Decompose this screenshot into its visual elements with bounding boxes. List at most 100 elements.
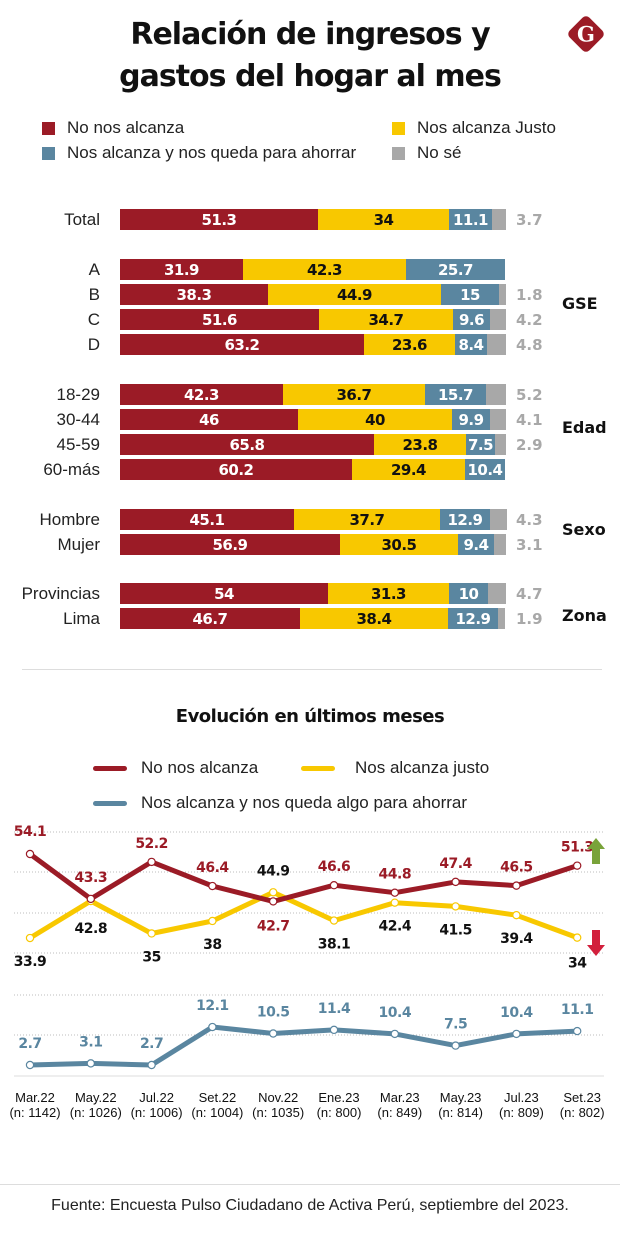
category-label: Total [64, 210, 100, 229]
segment-no-alcanza: 65.8 [120, 434, 374, 455]
x-tick-month: May.22 [74, 1090, 117, 1105]
bar-row: 45.1 37.7 12.9 [120, 509, 507, 530]
segment-no-alcanza: 56.9 [120, 534, 340, 555]
segment-no-alcanza: 45.1 [120, 509, 294, 530]
x-tick-sample-size: (n: 802) [559, 1105, 605, 1120]
data-point-alcanza-justo [269, 888, 278, 897]
data-label-ahorrar: 2.7 [140, 1036, 163, 1052]
segment-no-se [494, 534, 506, 555]
data-label-no-alcanza: 46.4 [196, 860, 229, 876]
x-tick-sample-size: (n: 1026) [69, 1105, 122, 1120]
bar-row: 60.2 29.4 10.4 [120, 459, 505, 480]
segment-alcanza-justo: 23.6 [364, 334, 455, 355]
title-line-2: gastos del hogar al mes [119, 59, 502, 94]
data-point-alcanza-justo [147, 929, 156, 938]
segment-no-alcanza: 38.3 [120, 284, 268, 305]
data-label-alcanza-justo: 38.1 [318, 937, 351, 953]
line-legend-no-alcanza: No nos alcanza [93, 758, 258, 778]
category-label: B [88, 285, 100, 304]
data-point-no-alcanza [86, 894, 96, 904]
line-legend-alcanza-justo: Nos alcanza justo [301, 758, 489, 778]
up-arrow-icon [587, 838, 605, 864]
segment-no-alcanza: 54 [120, 583, 328, 604]
x-tick-sample-size: (n: 849) [377, 1105, 423, 1120]
data-point-no-alcanza [451, 877, 460, 887]
x-tick-month: Nov.22 [258, 1090, 299, 1105]
data-point-alcanza-justo [573, 933, 582, 942]
legend-line-yellow [301, 765, 335, 771]
brand-logo-icon: G [568, 16, 604, 52]
segment-no-se [486, 384, 506, 405]
no-se-value-label: 2.9 [516, 436, 543, 454]
data-point-alcanza-justo [208, 916, 217, 926]
data-label-alcanza-justo: 44.9 [257, 863, 290, 879]
legend-line-red [93, 765, 127, 771]
data-label-no-alcanza: 52.2 [135, 836, 168, 852]
x-tick-month: Mar.22 [15, 1090, 55, 1105]
data-point-no-alcanza [329, 881, 339, 890]
bar-row: 51.3 34 11.1 [120, 209, 506, 230]
segment-ahorrar: 7.5 [466, 434, 495, 455]
data-label-no-alcanza: 51.3 [561, 840, 594, 856]
data-point-alcanza-justo [25, 933, 35, 943]
data-label-ahorrar: 10.4 [500, 1005, 533, 1021]
x-tick-month: Jul.22 [139, 1090, 174, 1105]
line-legend-ahorrar: Nos alcanza y nos queda algo para ahorra… [93, 793, 467, 813]
data-label-no-alcanza: 44.8 [379, 867, 412, 883]
segment-no-se [490, 409, 506, 430]
x-tick-sample-size: (n: 809) [498, 1105, 544, 1120]
data-point-ahorrar [269, 1029, 278, 1038]
data-point-alcanza-justo [512, 910, 521, 920]
no-se-value-label: 5.2 [516, 386, 543, 404]
x-tick-sample-size: (n: 1004) [191, 1105, 244, 1120]
legend-label: No nos alcanza [67, 118, 185, 137]
segment-ahorrar: 10 [449, 583, 488, 604]
data-label-ahorrar: 7.5 [444, 1017, 467, 1033]
legend-label: Nos alcanza y nos queda para ahorrar [67, 143, 357, 162]
bar-row: 56.9 30.5 9.4 [120, 534, 506, 555]
data-point-no-alcanza [512, 881, 521, 890]
segment-ahorrar: 12.9 [448, 608, 498, 629]
category-label: Hombre [39, 510, 100, 529]
segment-alcanza-justo: 30.5 [340, 534, 458, 555]
line-chart-title: Evolución en últimos meses [175, 706, 445, 727]
segment-alcanza-justo: 40 [298, 409, 452, 430]
data-point-alcanza-justo [451, 902, 460, 911]
segment-no-alcanza: 31.9 [120, 259, 243, 280]
down-arrow-icon [587, 930, 605, 956]
segment-no-se [490, 509, 507, 530]
category-label: 30-44 [56, 410, 100, 429]
segment-no-alcanza: 63.2 [120, 334, 364, 355]
x-tick-label: Jul.22 (n: 1006) [122, 1090, 192, 1120]
data-point-no-alcanza [573, 861, 582, 870]
segment-alcanza-justo: 44.9 [268, 284, 441, 305]
segment-no-se [492, 209, 506, 230]
segment-ahorrar: 12.9 [440, 509, 490, 530]
segment-ahorrar: 9.9 [452, 409, 490, 430]
title-line-1: Relación de ingresos y [130, 17, 490, 52]
group-label-sexo: Sexo [562, 520, 606, 539]
category-label: A [88, 260, 100, 279]
bar-row: 31.9 42.3 25.7 [120, 259, 505, 280]
data-label-no-alcanza: 42.7 [257, 918, 290, 934]
no-se-value-label: 3.1 [516, 536, 543, 554]
x-tick-sample-size: (n: 1006) [130, 1105, 183, 1120]
segment-ahorrar: 10.4 [465, 459, 505, 480]
data-label-alcanza-justo: 35 [142, 949, 160, 965]
segment-ahorrar: 9.6 [453, 309, 490, 330]
no-se-value-label: 4.1 [516, 411, 543, 429]
segment-no-alcanza: 46.7 [120, 608, 300, 629]
segment-alcanza-justo: 31.3 [328, 583, 449, 604]
data-label-alcanza-justo: 42.8 [75, 921, 108, 937]
data-label-ahorrar: 10.5 [257, 1004, 290, 1020]
data-label-no-alcanza: 54.1 [14, 824, 47, 840]
x-tick-month: Set.22 [198, 1090, 237, 1105]
segment-alcanza-justo: 29.4 [352, 459, 465, 480]
x-tick-label: May.22 (n: 1026) [61, 1090, 131, 1120]
x-tick-label: Set.23 (n: 802) [547, 1090, 617, 1120]
category-label: 45-59 [56, 435, 100, 454]
legend-label: Nos alcanza y nos queda algo para ahorra… [141, 793, 468, 812]
category-label: D [87, 335, 100, 354]
legend-label: Nos alcanza Justo [417, 118, 556, 137]
group-label-edad: Edad [562, 418, 607, 437]
